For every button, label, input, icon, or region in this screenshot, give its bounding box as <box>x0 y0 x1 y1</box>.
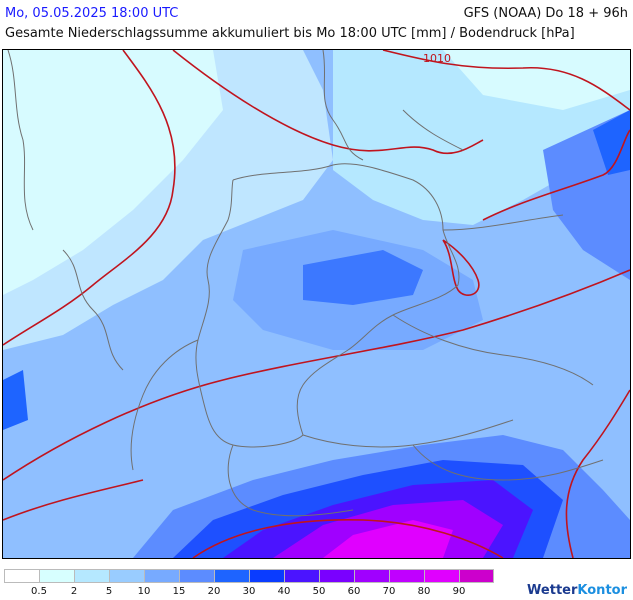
map-canvas: 1010 <box>3 50 630 558</box>
legend-tick-label: 5 <box>105 586 113 597</box>
legend-swatch <box>389 569 424 583</box>
border-line <box>392 314 594 386</box>
legend-swatch <box>144 569 179 583</box>
isobar-line <box>382 50 630 111</box>
border-line <box>130 339 199 471</box>
coastline <box>322 50 364 161</box>
border-line <box>227 444 354 517</box>
coastline <box>62 249 124 371</box>
legend-swatch <box>179 569 214 583</box>
precip-zone-east-heavy <box>593 110 630 175</box>
isobar-line <box>172 50 484 155</box>
precip-zone-south-max <box>323 520 453 558</box>
legend-tick-label: 50 <box>312 586 326 597</box>
border-line <box>442 214 564 231</box>
legend-swatch <box>214 569 249 583</box>
legend-swatch <box>249 569 284 583</box>
isobar-label: 1010 <box>423 52 451 65</box>
legend-swatch <box>39 569 74 583</box>
precipitation-map[interactable]: 1010 <box>2 49 631 559</box>
legend-tick-label: 15 <box>172 586 186 597</box>
legend-tick-label: 80 <box>417 586 431 597</box>
legend-swatch <box>74 569 109 583</box>
legend-tick-label: 90 <box>452 586 466 597</box>
germany-border <box>195 163 460 448</box>
precip-zone-very-light <box>3 50 223 295</box>
legend-tick-label: 30 <box>242 586 256 597</box>
coastline <box>7 50 34 231</box>
isobar-line <box>192 518 504 558</box>
isobar-group <box>3 50 630 558</box>
legend-swatch <box>109 569 144 583</box>
legend-swatch <box>459 569 494 583</box>
precip-zone-west-edge <box>3 370 28 430</box>
legend-swatch <box>354 569 389 583</box>
country-borders <box>7 50 604 517</box>
isobar-line <box>3 269 630 481</box>
legend-tick-label: 60 <box>347 586 361 597</box>
brand-name-b: Kontor <box>577 583 627 598</box>
legend-swatch <box>319 569 354 583</box>
legend-swatch <box>284 569 319 583</box>
isobar-line <box>3 479 144 521</box>
isobar-line <box>565 389 630 558</box>
legend-swatch <box>424 569 459 583</box>
isobar-line <box>3 50 176 346</box>
valid-datetime: Mo, 05.05.2025 18:00 UTC <box>5 6 179 21</box>
legend-tick-label: 20 <box>207 586 221 597</box>
legend-tick-label: 70 <box>382 586 396 597</box>
header-line: Mo, 05.05.2025 18:00 UTC GFS (NOAA) Do 1… <box>5 6 628 24</box>
legend-tick-label: 0.5 <box>31 586 47 597</box>
precip-zone-central-heavy <box>303 250 423 305</box>
legend-tick-label: 40 <box>277 586 291 597</box>
model-run: GFS (NOAA) Do 18 + 96h <box>463 6 628 21</box>
legend-swatch <box>4 569 39 583</box>
isobar-line <box>442 239 480 296</box>
precip-zone-north-light <box>443 50 630 110</box>
map-subtitle: Gesamte Niederschlagssumme akkumuliert b… <box>5 26 575 41</box>
legend-tick-label: 2 <box>70 586 78 597</box>
brand-logo: WetterKontor <box>527 583 627 598</box>
brand-name-a: Wetter <box>527 583 578 598</box>
legend-tick-label: 10 <box>137 586 151 597</box>
isobar-line <box>482 129 630 221</box>
coastline <box>402 109 464 151</box>
border-line <box>412 444 604 481</box>
